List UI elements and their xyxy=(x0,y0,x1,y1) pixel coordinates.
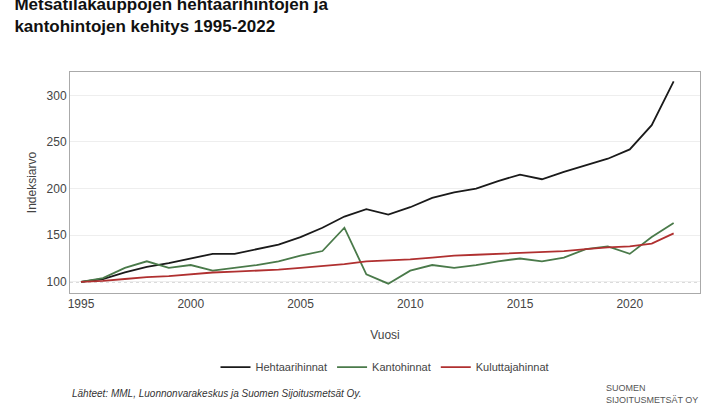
svg-text:300: 300 xyxy=(47,89,67,103)
svg-text:SUOMENSIJOITUSMETSÄT OY: SUOMENSIJOITUSMETSÄT OY xyxy=(606,383,698,405)
svg-text:Kantohinnat: Kantohinnat xyxy=(372,361,431,373)
svg-text:200: 200 xyxy=(47,182,67,196)
svg-text:Kuluttajahinnat: Kuluttajahinnat xyxy=(476,361,549,373)
svg-text:Indeksiarvo: Indeksiarvo xyxy=(25,151,39,213)
svg-text:2005: 2005 xyxy=(287,297,314,311)
svg-text:Hehtaarihinnat: Hehtaarihinnat xyxy=(256,361,328,373)
svg-text:100: 100 xyxy=(47,275,67,289)
svg-text:250: 250 xyxy=(47,135,67,149)
svg-text:2015: 2015 xyxy=(507,297,534,311)
svg-text:2010: 2010 xyxy=(397,297,424,311)
svg-text:Vuosi: Vuosi xyxy=(370,328,400,342)
svg-text:Metsätilakauppojen hehtaarihin: Metsätilakauppojen hehtaarihintojen jaka… xyxy=(14,0,328,36)
svg-text:2000: 2000 xyxy=(177,297,204,311)
svg-text:2020: 2020 xyxy=(616,297,643,311)
svg-text:Lähteet: MML, Luonnonvarakesku: Lähteet: MML, Luonnonvarakeskus ja Suome… xyxy=(72,388,361,399)
svg-text:1995: 1995 xyxy=(68,297,95,311)
svg-text:150: 150 xyxy=(47,228,67,242)
